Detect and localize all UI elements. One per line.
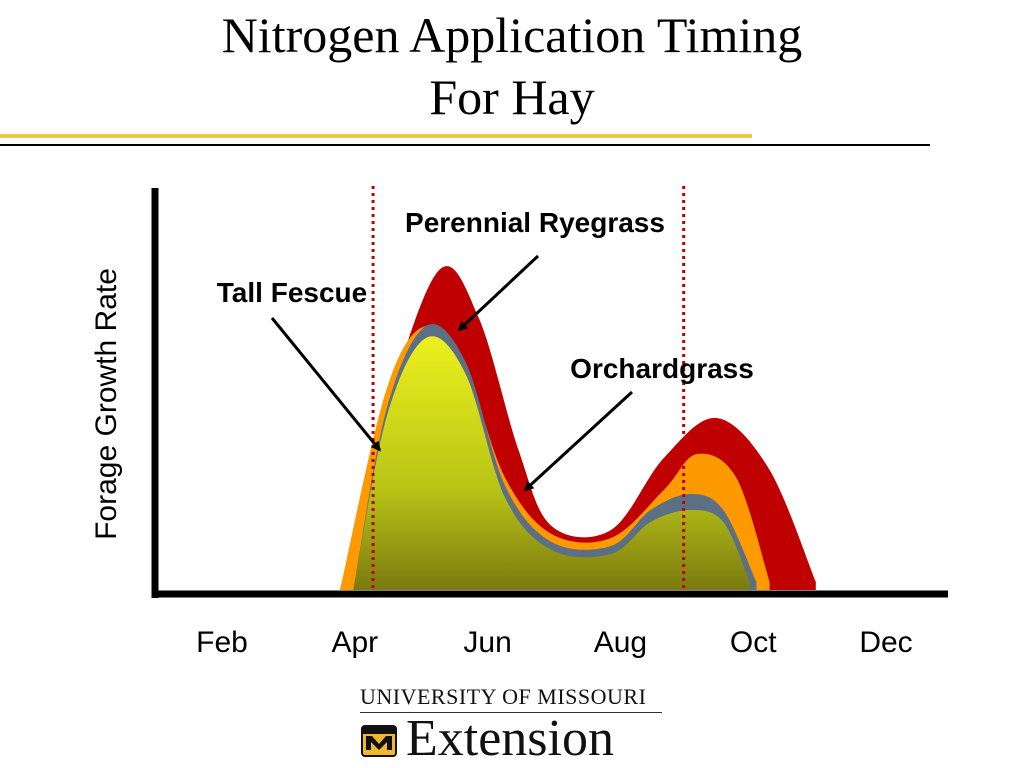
y-axis-label: Forage Growth Rate [90,268,123,540]
mu-tiger-shield-icon [361,725,397,757]
x-tick-apr: Apr [331,626,378,659]
x-tick-oct: Oct [730,626,777,659]
university-logo: UNIVERSITY OF MISSOURI Extension [360,684,670,767]
x-tick-dec: Dec [859,626,912,659]
annotation-orchardgrass: Orchardgrass [570,353,754,384]
annotation-perennial-ryegrass: Perennial Ryegrass [405,207,665,238]
area-fill [353,336,750,590]
x-tick-aug: Aug [594,626,647,659]
x-tick-feb: Feb [196,626,248,659]
forage-growth-chart: Perennial Ryegrass Tall Fescue Orchardgras… [90,186,948,659]
title-rule-black [0,144,930,146]
title-rule-gold [0,134,752,138]
title-line-1: Nitrogen Application Timing [221,7,803,63]
annotation-tall-fescue: Tall Fescue [217,277,367,308]
logo-bottom-text: Extension [406,710,614,767]
x-tick-jun: Jun [463,626,511,659]
annotation-arrow-perennial-ryegrass [457,254,540,332]
title-line-2: For Hay [429,69,595,125]
logo-divider [360,712,662,713]
logo-top-text: UNIVERSITY OF MISSOURI [360,684,647,709]
annotation-arrow-orchardgrass [523,390,634,492]
slide-title: Nitrogen Application Timing For Hay [0,4,1024,128]
annotation-arrow-tall-fescue [270,317,381,452]
